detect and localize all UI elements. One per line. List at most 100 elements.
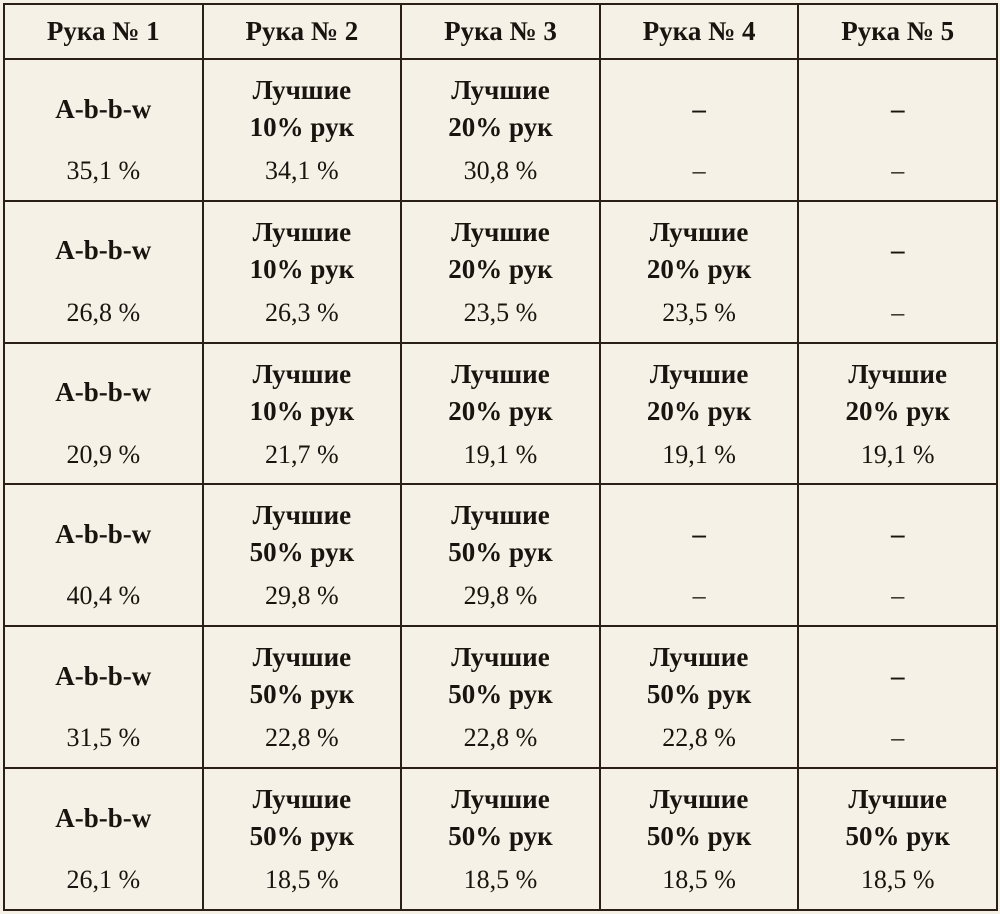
cell-content: – –: [601, 60, 798, 199]
cell-value: –: [692, 156, 706, 185]
table-cell: A-b-b-w 31,5 %: [3, 625, 204, 770]
table-row: A-b-b-w 31,5 % Лучшие 50% рук 22,8 % Лучшие …: [3, 625, 998, 770]
cell-label: –: [890, 93, 905, 124]
cell-label: –: [692, 518, 706, 549]
cell-value: 31,5 %: [66, 723, 141, 753]
cell-label: –: [890, 660, 905, 691]
cell-value: 22,8 %: [463, 723, 538, 753]
cell-value: –: [891, 581, 905, 611]
cell-label: Лучшие 20% рук: [646, 216, 752, 284]
table-cell: Лучшие 20% рук 23,5 %: [598, 199, 800, 344]
cell-label: Лучшие 50% рук: [448, 642, 553, 710]
cell-content: Лучшие 50% рук 29,8 %: [204, 485, 401, 624]
cell-label: Лучшие 20% рук: [448, 358, 553, 426]
cell-label: Лучшие 10% рук: [249, 75, 355, 142]
cell-content: Лучшие 50% рук 22,8 %: [204, 627, 401, 766]
cell-content: Лучшие 20% рук 19,1 %: [799, 344, 996, 483]
cell-value: 18,5 %: [662, 865, 736, 895]
table-cell: A-b-b-w 26,8 %: [3, 199, 204, 344]
header-cell-hand-3: Рука № 3: [400, 3, 601, 60]
cell-value: 35,1 %: [66, 156, 141, 185]
table-cell: Лучшие 50% рук 29,8 %: [400, 483, 601, 628]
cell-content: Лучшие 10% рук 21,7 %: [204, 344, 401, 483]
cell-value: 30,8 %: [463, 156, 538, 185]
cell-content: – –: [799, 60, 996, 199]
cell-content: A-b-b-w 35,1 %: [5, 60, 202, 199]
cell-content: – –: [799, 485, 996, 624]
cell-value: –: [692, 581, 706, 611]
cell-value: 22,8 %: [662, 723, 736, 753]
header-cell-hand-5: Рука № 5: [797, 3, 998, 60]
cell-value: 19,1 %: [463, 439, 538, 469]
cell-content: A-b-b-w 40,4 %: [5, 485, 202, 624]
cell-label: –: [890, 235, 905, 266]
cell-content: A-b-b-w 26,1 %: [5, 769, 202, 908]
cell-label: A-b-b-w: [55, 377, 152, 408]
table-cell: Лучшие 10% рук 34,1 %: [201, 58, 403, 202]
cell-value: 40,4 %: [66, 581, 141, 611]
cell-label: Лучшие 20% рук: [646, 358, 752, 426]
header-row: Рука № 1 Рука № 2 Рука № 3 Рука № 4 Рука…: [3, 3, 998, 60]
table-cell: – –: [598, 483, 800, 628]
hands-table: Рука № 1 Рука № 2 Рука № 3 Рука № 4 Рука…: [3, 3, 998, 911]
cell-content: Лучшие 20% рук 23,5 %: [402, 202, 599, 341]
cell-label: Лучшие 20% рук: [448, 75, 553, 142]
cell-label: –: [692, 93, 706, 124]
cell-value: 29,8 %: [463, 581, 538, 611]
cell-content: A-b-b-w 26,8 %: [5, 202, 202, 341]
cell-content: Лучшие 50% рук 22,8 %: [402, 627, 599, 766]
cell-value: 23,5 %: [463, 297, 538, 327]
cell-content: Лучшие 50% рук 29,8 %: [402, 485, 599, 624]
cell-label: Лучшие 20% рук: [845, 358, 950, 426]
cell-content: Лучшие 20% рук 19,1 %: [402, 344, 599, 483]
table-cell: Лучшие 50% рук 18,5 %: [598, 767, 800, 911]
cell-label: Лучшие 50% рук: [646, 642, 752, 710]
cell-label: Лучшие 50% рук: [845, 784, 950, 852]
cell-content: Лучшие 50% рук 18,5 %: [204, 769, 401, 908]
table-cell: – –: [797, 199, 998, 344]
cell-value: 22,8 %: [265, 723, 339, 753]
cell-label: Лучшие 50% рук: [448, 500, 553, 568]
table-cell: – –: [797, 625, 998, 770]
table-cell: A-b-b-w 20,9 %: [3, 341, 204, 486]
cell-value: 29,8 %: [265, 581, 339, 611]
table-cell: Лучшие 20% рук 19,1 %: [598, 341, 800, 486]
cell-label: A-b-b-w: [55, 235, 152, 266]
cell-content: – –: [799, 202, 996, 341]
cell-label: Лучшие 10% рук: [249, 216, 355, 284]
table-cell: – –: [797, 483, 998, 628]
cell-content: Лучшие 50% рук 22,8 %: [601, 627, 798, 766]
table-cell: Лучшие 50% рук 18,5 %: [400, 767, 601, 911]
cell-value: 26,8 %: [66, 297, 141, 327]
cell-content: Лучшие 20% рук 19,1 %: [601, 344, 798, 483]
table-cell: Лучшие 20% рук 19,1 %: [797, 341, 998, 486]
cell-content: A-b-b-w 31,5 %: [5, 627, 202, 766]
cell-label: Лучшие 50% рук: [646, 784, 752, 852]
cell-value: 21,7 %: [265, 439, 339, 469]
table-cell: Лучшие 20% рук 23,5 %: [400, 199, 601, 344]
cell-label: Лучшие 10% рук: [249, 358, 355, 426]
cell-content: A-b-b-w 20,9 %: [5, 344, 202, 483]
cell-content: Лучшие 50% рук 18,5 %: [799, 769, 996, 908]
cell-content: – –: [601, 485, 798, 624]
table-row: A-b-b-w 26,8 % Лучшие 10% рук 26,3 % Лучшие …: [3, 199, 998, 344]
cell-value: 20,9 %: [66, 439, 141, 469]
table-body: A-b-b-w 35,1 % Лучшие 10% рук 34,1 % Лучшие …: [3, 58, 998, 911]
cell-label: –: [890, 518, 905, 549]
header-cell-hand-1: Рука № 1: [3, 3, 204, 60]
table-cell: – –: [797, 58, 998, 202]
cell-content: Лучшие 20% рук 23,5 %: [601, 202, 798, 341]
table-cell: – –: [598, 58, 800, 202]
table-cell: A-b-b-w 40,4 %: [3, 483, 204, 628]
cell-value: 26,3 %: [265, 297, 339, 327]
cell-label: Лучшие 20% рук: [448, 216, 553, 284]
cell-label: A-b-b-w: [55, 802, 152, 833]
table-cell: Лучшие 50% рук 22,8 %: [201, 625, 403, 770]
cell-content: Лучшие 10% рук 26,3 %: [204, 202, 401, 341]
header-cell-hand-2: Рука № 2: [201, 3, 403, 60]
table-cell: Лучшие 50% рук 18,5 %: [797, 767, 998, 911]
cell-value: 19,1 %: [860, 439, 935, 469]
cell-value: 26,1 %: [66, 865, 141, 895]
header-cell-hand-4: Рука № 4: [598, 3, 800, 60]
table-cell: A-b-b-w 35,1 %: [3, 58, 204, 202]
